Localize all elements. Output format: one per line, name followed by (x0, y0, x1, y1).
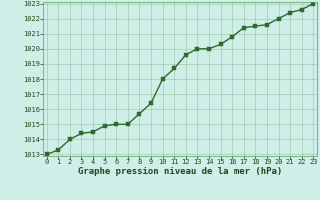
X-axis label: Graphe pression niveau de la mer (hPa): Graphe pression niveau de la mer (hPa) (78, 167, 282, 176)
